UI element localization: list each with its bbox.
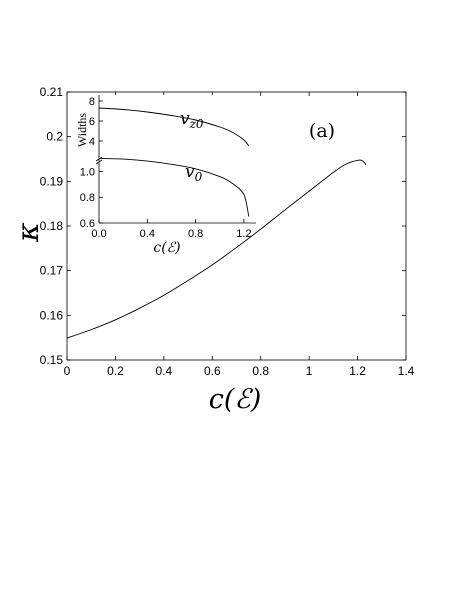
main-x-tick-label: 0	[64, 364, 71, 378]
main-y-tick-label: 0.16	[40, 308, 64, 322]
main-x-tick-label: 1.4	[398, 364, 415, 378]
main-x-tick-label: 1.2	[349, 364, 366, 378]
inset-x-tick-label: 1.2	[236, 228, 251, 240]
main-y-ticks: 0.15 0.16 0.17 0.18 0.19 0.2 0.21	[40, 85, 406, 367]
inset-y-tick-label: 6	[89, 116, 95, 128]
main-y-tick-label: 0.19	[40, 174, 64, 188]
inset-x-tick-label: 0.8	[188, 228, 203, 240]
main-y-tick-label: 0.15	[40, 353, 64, 367]
inset-axis-break	[95, 156, 103, 165]
main-x-tick-label: 0.8	[252, 364, 269, 378]
main-x-axis-label: c(ℰ)	[209, 384, 262, 415]
main-y-tick-label: 0.21	[40, 85, 64, 99]
inset-x-tick-label: 0.4	[140, 228, 155, 240]
inset-y-axis-label: Widths	[75, 113, 89, 148]
inset-x-axis-label: c(ℰ)	[153, 240, 180, 256]
inset-x-ticks: 0.0 0.4 0.8 1.2	[91, 219, 252, 240]
inset-y-tick-label: 1.0	[80, 166, 95, 178]
main-x-ticks: 0 0.2 0.4 0.6 0.8 1 1.2 1.4	[64, 92, 415, 378]
main-y-axis-label: κ	[11, 222, 46, 243]
inset-y-ticks-upper: 8 6 4	[89, 96, 103, 148]
kappa-curve	[66, 159, 367, 339]
main-y-tick-label: 0.17	[40, 264, 64, 278]
main-y-tick-label: 0.2	[46, 130, 63, 144]
main-x-tick-label: 0.4	[156, 364, 173, 378]
main-y-tick-label: 0.18	[40, 219, 64, 233]
inset-y-tick-label: 8	[89, 96, 95, 108]
panel-label: (a)	[309, 120, 335, 142]
inset-y-tick-label: 0.6	[80, 218, 95, 230]
main-x-tick-label: 1	[306, 364, 313, 378]
v0-curve	[98, 158, 250, 217]
main-x-tick-label: 0.6	[204, 364, 221, 378]
inset-y-ticks-lower: 1.0 0.8 0.6	[80, 166, 103, 230]
vz0-curve	[98, 107, 250, 147]
inset-y-tick-label: 0.8	[80, 192, 95, 204]
main-x-tick-label: 0.2	[107, 364, 124, 378]
inset-y-tick-label: 4	[89, 136, 95, 148]
inset-x-tick-label: 0.0	[91, 228, 106, 240]
